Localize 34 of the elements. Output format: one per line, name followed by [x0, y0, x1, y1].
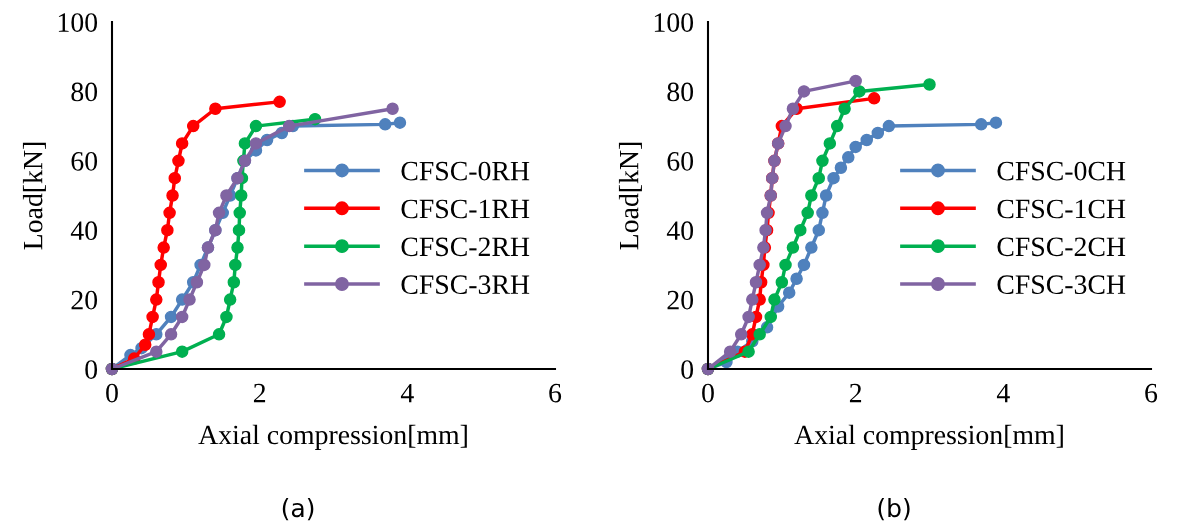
y-tick-label: 40 [666, 221, 694, 241]
legend-label: CFSC-3RH [401, 275, 530, 295]
legend-label: CFSC-2RH [401, 237, 530, 257]
legend-label: CFSC-3CH [997, 275, 1126, 295]
x-tick-label: 2 [253, 383, 266, 403]
legend-label: CFSC-0CH [997, 161, 1126, 181]
y-tick-label: 80 [71, 82, 98, 102]
x-tick-label: 0 [702, 383, 714, 403]
y-tick-label: 40 [70, 221, 98, 241]
y-tick-label: 80 [667, 82, 694, 102]
y-axis-title: Load[kN] [618, 142, 642, 250]
y-tick-label: 0 [681, 360, 694, 379]
y-tick-label: 60 [71, 151, 98, 171]
y-tick-label: 100 [58, 13, 98, 32]
text: (a) [282, 497, 314, 521]
y-tick-label: 100 [654, 13, 694, 32]
text: (b) [878, 497, 910, 521]
legend-label: CFSC-1CH [997, 199, 1126, 219]
x-tick-label: 4 [996, 383, 1010, 403]
y-tick-label: 20 [667, 290, 694, 310]
x-tick-label: 6 [1145, 383, 1158, 403]
y-axis-title: Load[kN] [22, 142, 46, 250]
y-tick-label: 60 [667, 151, 694, 171]
x-axis-title: Axial compression[mm] [198, 424, 467, 450]
x-tick-label: 6 [549, 383, 562, 403]
x-tick-label: 4 [400, 383, 414, 403]
y-tick-label: 20 [71, 290, 98, 310]
x-tick-label: 2 [849, 383, 862, 403]
y-tick-label: 0 [85, 360, 98, 379]
legend-label: CFSC-0RH [401, 161, 530, 181]
x-tick-label: 0 [106, 383, 118, 403]
legend-label: CFSC-1RH [401, 199, 530, 219]
x-axis-title: Axial compression[mm] [794, 424, 1063, 450]
legend-label: CFSC-2CH [997, 237, 1126, 257]
